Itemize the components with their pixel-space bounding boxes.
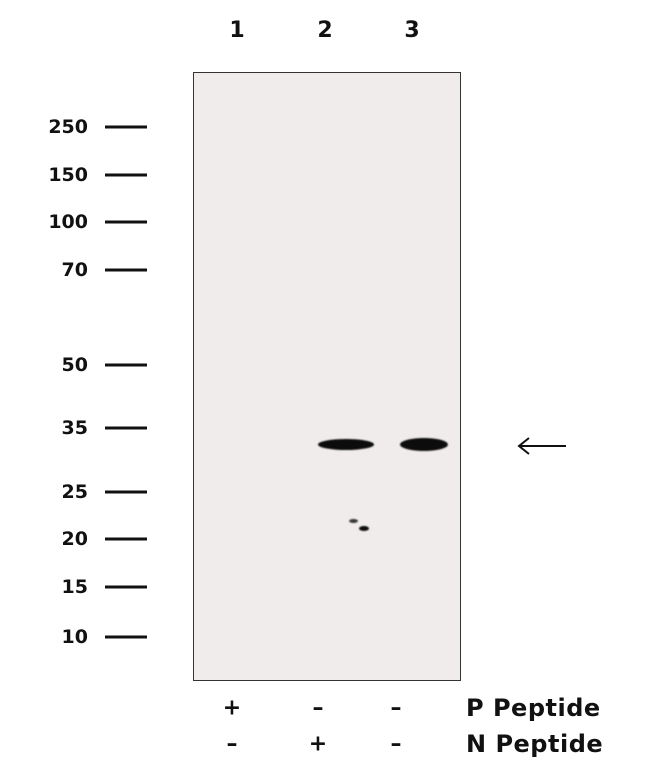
- marker-label-250: 250: [48, 116, 88, 138]
- marker-label-25: 25: [61, 481, 88, 503]
- marker-tick-15: [105, 585, 147, 589]
- condition-symbol: –: [312, 695, 324, 721]
- marker-tick-150: [105, 173, 147, 177]
- condition-symbol: –: [226, 731, 238, 757]
- marker-label-10: 10: [61, 626, 88, 648]
- band-lane-3: [400, 438, 448, 451]
- lane-label-3: 3: [404, 18, 420, 43]
- marker-label-35: 35: [61, 417, 88, 439]
- lane-label-1: 1: [229, 18, 245, 43]
- marker-label-20: 20: [61, 528, 88, 550]
- band-lane-2: [318, 439, 374, 450]
- minor-band-lane-2b: [359, 526, 369, 531]
- marker-tick-25: [105, 490, 147, 494]
- condition-label: N Peptide: [466, 730, 604, 758]
- blot-membrane: [193, 72, 461, 681]
- marker-label-15: 15: [61, 576, 88, 598]
- lane-label-2: 2: [317, 18, 333, 43]
- marker-tick-35: [105, 426, 147, 430]
- marker-label-70: 70: [61, 259, 88, 281]
- left-arrow-icon: [517, 437, 566, 455]
- marker-tick-10: [105, 635, 147, 639]
- condition-symbol: +: [308, 731, 328, 757]
- marker-tick-20: [105, 537, 147, 541]
- marker-label-150: 150: [48, 164, 88, 186]
- minor-band-lane-2a: [349, 519, 358, 523]
- marker-tick-250: [105, 125, 147, 129]
- marker-label-50: 50: [61, 354, 88, 376]
- marker-tick-50: [105, 363, 147, 367]
- condition-symbol: –: [390, 695, 402, 721]
- condition-symbol: –: [390, 731, 402, 757]
- condition-label: P Peptide: [466, 694, 601, 722]
- marker-tick-100: [105, 220, 147, 224]
- marker-tick-70: [105, 268, 147, 272]
- marker-label-100: 100: [48, 211, 88, 233]
- condition-symbol: +: [222, 695, 242, 721]
